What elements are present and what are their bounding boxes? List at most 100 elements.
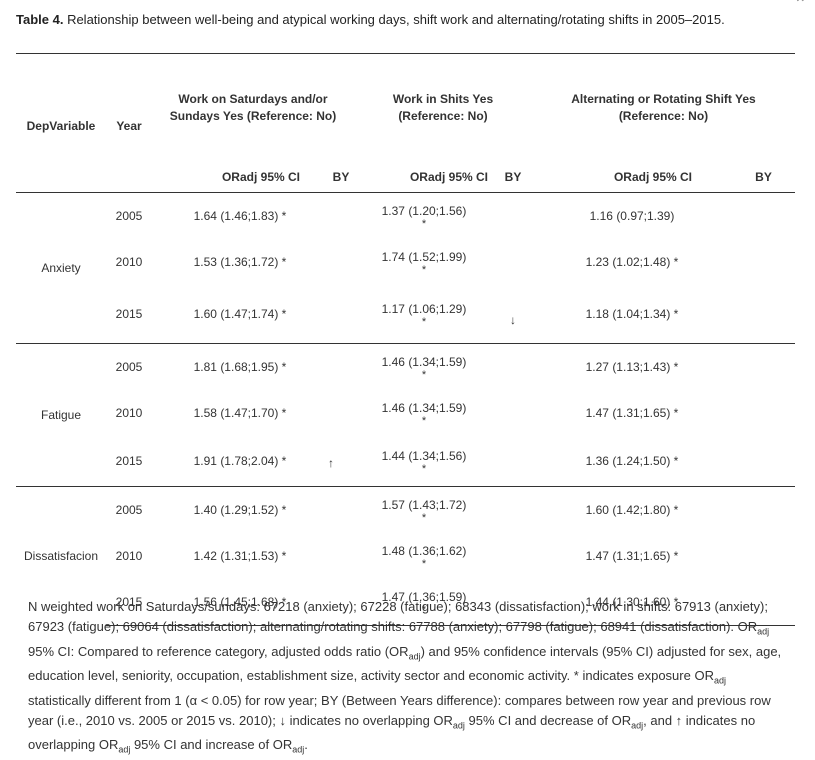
shifts-star: * <box>421 218 427 230</box>
header-weekend: Work on Saturdays and/or Sundays Yes (Re… <box>152 53 354 162</box>
weekend-by-cell <box>328 390 354 436</box>
shifts-value: 1.44 (1.34;1.56) <box>381 449 467 463</box>
shifts-cell: 1.46 (1.34;1.59) * <box>354 390 494 436</box>
table-row: 2015 1.91 (1.78;2.04) * ↑ 1.44 (1.34;1.5… <box>16 436 795 487</box>
year-cell: 2010 <box>115 406 143 420</box>
shifts-value: 1.37 (1.20;1.56) <box>381 204 467 218</box>
header-rotating: Alternating or Rotating Shift Yes (Refer… <box>532 53 795 162</box>
rotating-cell: 1.18 (1.04;1.34) * <box>585 307 679 321</box>
shifts-by-cell <box>494 343 532 390</box>
year-cell: 2005 <box>106 192 152 239</box>
rotating-cell: 1.47 (1.31;1.65) * <box>585 549 679 563</box>
shifts-star: * <box>421 512 427 524</box>
shifts-by-cell: ↓ <box>510 313 516 327</box>
year-cell: 2010 <box>115 549 143 563</box>
header-row-1: DepVariable Year Work on Saturdays and/o… <box>16 53 795 162</box>
shifts-star: * <box>421 316 427 328</box>
rotating-by-cell <box>732 390 795 436</box>
weekend-cell: 1.40 (1.29;1.52) * <box>152 486 328 533</box>
year-cell: 2010 <box>115 255 143 269</box>
weekend-by-cell <box>328 239 354 285</box>
shifts-by-cell <box>494 436 532 487</box>
shifts-star: * <box>421 463 427 475</box>
shifts-value: 1.74 (1.52;1.99) <box>381 250 467 264</box>
weekend-cell: 1.64 (1.46;1.83) * <box>152 192 328 239</box>
weekend-cell: 1.91 (1.78;2.04) * <box>193 454 287 468</box>
shifts-star: * <box>421 604 427 616</box>
shifts-value: 1.46 (1.34;1.59) <box>381 401 467 415</box>
rotating-cell: 1.23 (1.02;1.48) * <box>585 255 679 269</box>
shifts-cell: 1.47 (1.36;1.59) * <box>354 579 494 626</box>
footnote-definitions: ORadj 95% CI: Compared to reference cate… <box>28 619 782 755</box>
year-cell: 2015 <box>115 307 143 321</box>
weekend-cell: 1.58 (1.47;1.70) * <box>193 406 287 420</box>
header-row-2: ORadj 95% CI BY ORadj 95% CI BY ORadj 95… <box>16 162 795 193</box>
shifts-value: 1.17 (1.06;1.29) <box>381 302 467 316</box>
header-by-shifts: BY <box>494 162 532 193</box>
header-by-rotating: BY <box>732 162 795 193</box>
header-by-weekend: BY <box>328 162 354 193</box>
weekend-cell: 1.56 (1.45;1.68) * <box>152 579 328 626</box>
table-row: Anxiety 2005 1.64 (1.46;1.83) * 1.37 (1.… <box>16 192 795 344</box>
depvar-cell: Anxiety <box>16 192 106 344</box>
shifts-star: * <box>421 369 427 381</box>
rotating-cell: 1.47 (1.31;1.65) * <box>585 406 679 420</box>
shifts-by-cell <box>494 486 532 533</box>
weekend-cell: 1.81 (1.68;1.95) * <box>152 343 328 390</box>
weekend-cell: 1.42 (1.31;1.53) * <box>193 549 287 563</box>
year-cell: 2005 <box>106 343 152 390</box>
shifts-cell: 1.37 (1.20;1.56) * <box>354 192 494 239</box>
shifts-by-cell <box>494 533 532 579</box>
rotating-by-cell <box>732 343 795 390</box>
depvar-cell: Fatigue <box>16 343 106 487</box>
table-caption-text: Relationship between well-being and atyp… <box>63 12 725 27</box>
weekend-cell: 1.60 (1.47;1.74) * <box>193 307 287 321</box>
header-shifts: Work in Shits Yes (Reference: No) <box>354 53 532 162</box>
shifts-value: 1.48 (1.36;1.62) <box>381 544 467 558</box>
rotating-by-cell <box>732 239 795 285</box>
year-cell: 2015 <box>106 579 152 626</box>
rotating-by-cell <box>732 285 795 344</box>
table-caption: Table 4. Relationship between well-being… <box>16 12 725 27</box>
weekend-by-cell: ↑ <box>328 456 334 470</box>
shifts-by-cell <box>494 390 532 436</box>
weekend-by-cell <box>328 533 354 579</box>
rotating-cell: 1.27 (1.13;1.43) * <box>532 343 732 390</box>
shifts-by-cell <box>494 239 532 285</box>
table-row: 2015 1.56 (1.45;1.68) * 1.47 (1.36;1.59)… <box>16 579 795 626</box>
shifts-cell: 1.44 (1.34;1.56) * <box>354 436 494 487</box>
table-row: 2010 1.58 (1.47;1.70) * 1.46 (1.34;1.59)… <box>16 390 795 436</box>
shifts-cell: 1.46 (1.34;1.59) * <box>354 343 494 390</box>
header-orci-rotating: ORadj 95% CI <box>532 162 732 193</box>
table-page: ⌃ Table 4. Relationship between well-bei… <box>16 0 807 755</box>
shifts-star: * <box>421 558 427 570</box>
footnote-n-weighted: N weighted work on Saturdays/sundays: 67… <box>28 599 768 634</box>
results-table: DepVariable Year Work on Saturdays and/o… <box>16 53 795 626</box>
table-row: Fatigue 2005 1.81 (1.68;1.95) * 1.46 (1.… <box>16 343 795 487</box>
weekend-cell: 1.53 (1.36;1.72) * <box>193 255 287 269</box>
weekend-by-cell <box>328 579 354 626</box>
shifts-value: 1.47 (1.36;1.59) <box>381 590 467 604</box>
shifts-value: 1.46 (1.34;1.59) <box>381 355 467 369</box>
shifts-cell: 1.48 (1.36;1.62) * <box>354 533 494 579</box>
shifts-star: * <box>421 264 427 276</box>
rotating-by-cell <box>732 579 795 626</box>
close-icon[interactable]: ⌃ <box>793 0 807 13</box>
header-orci-weekend: ORadj 95% CI <box>152 162 328 193</box>
shifts-cell: 1.74 (1.52;1.99) * <box>354 239 494 285</box>
weekend-by-cell <box>328 343 354 390</box>
weekend-by-cell <box>328 486 354 533</box>
table-caption-label: Table 4. <box>16 12 64 27</box>
weekend-by-cell <box>328 285 354 344</box>
rotating-cell: 1.44 (1.30;1.60) * <box>532 579 732 626</box>
shifts-cell: 1.57 (1.43;1.72) * <box>354 486 494 533</box>
shifts-by-cell <box>494 192 532 239</box>
rotating-cell: 1.16 (0.97;1.39) <box>532 192 732 239</box>
table-row: 2015 1.60 (1.47;1.74) * 1.17 (1.06;1.29)… <box>16 285 795 344</box>
weekend-by-cell <box>328 192 354 239</box>
header-depvariable: DepVariable <box>16 53 106 162</box>
shifts-cell: 1.17 (1.06;1.29) * <box>354 285 494 344</box>
header-year: Year <box>106 53 152 162</box>
table-row: 2010 1.53 (1.36;1.72) * 1.74 (1.52;1.99)… <box>16 239 795 285</box>
header-orci-shifts: ORadj 95% CI <box>354 162 494 193</box>
